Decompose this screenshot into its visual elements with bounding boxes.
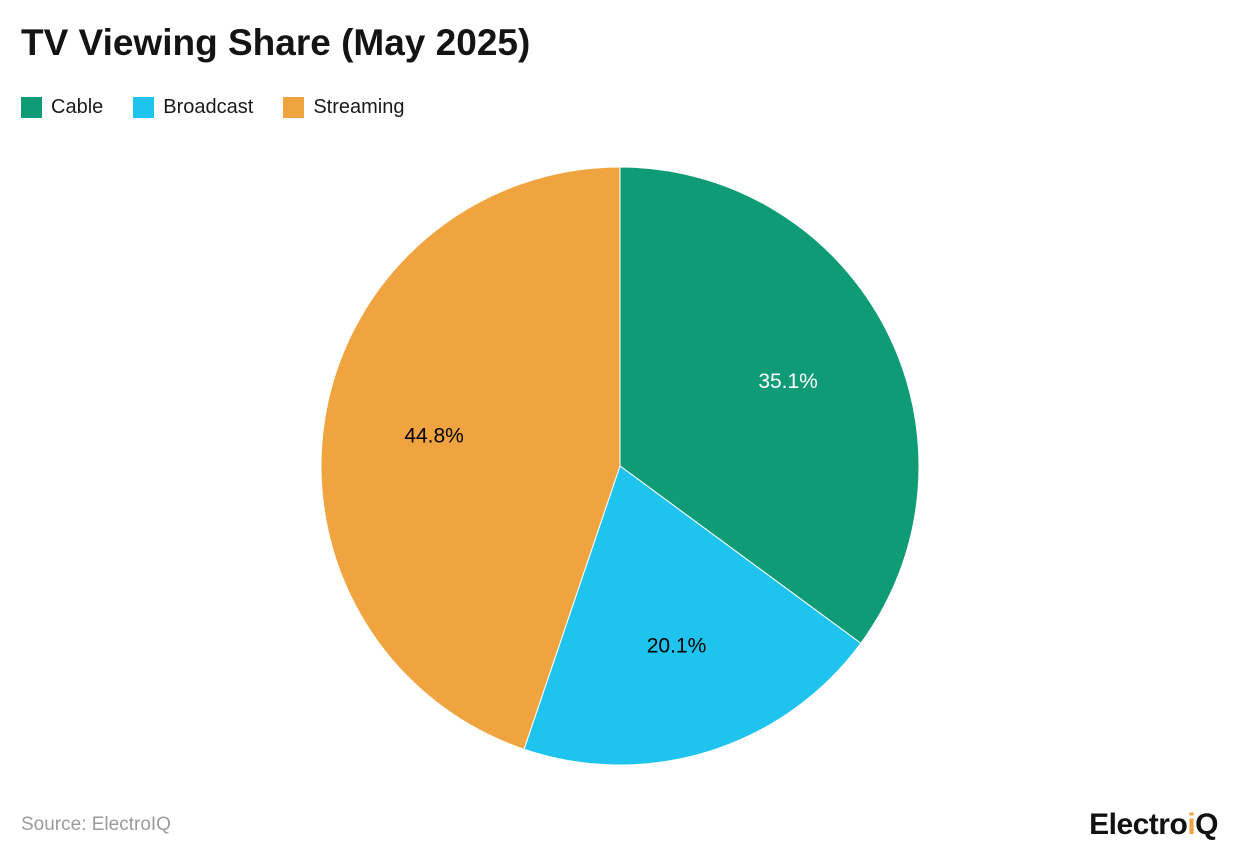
legend-label-cable: Cable xyxy=(51,96,104,118)
logo-text-q: Q xyxy=(1195,808,1218,841)
legend: Cable Broadcast Streaming xyxy=(21,96,404,119)
logo-text-electro: Electro xyxy=(1089,808,1188,841)
source-note: Source: ElectroIQ xyxy=(21,814,171,835)
pie-slice-streaming[interactable] xyxy=(320,166,621,750)
slice-label-streaming: 44.8% xyxy=(404,424,464,447)
logo-accent-i: i xyxy=(1187,808,1196,841)
pie-chart-svg: 35.1% 20.1% 44.8% xyxy=(320,166,920,766)
pie-slice-cable[interactable] xyxy=(619,166,920,644)
slice-label-cable: 35.1% xyxy=(758,370,818,393)
legend-item-broadcast[interactable]: Broadcast xyxy=(133,96,253,119)
pie-chart: 35.1% 20.1% 44.8% xyxy=(319,164,921,768)
legend-label-streaming: Streaming xyxy=(313,96,405,118)
legend-swatch-broadcast-icon xyxy=(133,97,155,118)
legend-label-broadcast: Broadcast xyxy=(163,96,254,118)
legend-item-cable[interactable]: Cable xyxy=(21,96,103,119)
page-title: TV Viewing Share (May 2025) xyxy=(21,22,531,63)
electroiq-logo: ElectroiQ xyxy=(1089,808,1218,842)
legend-swatch-streaming-icon xyxy=(283,97,305,118)
legend-swatch-cable-icon xyxy=(21,97,42,118)
pie-slice-broadcast[interactable] xyxy=(523,465,862,766)
slice-label-broadcast: 20.1% xyxy=(647,635,707,658)
legend-item-streaming[interactable]: Streaming xyxy=(283,96,404,119)
